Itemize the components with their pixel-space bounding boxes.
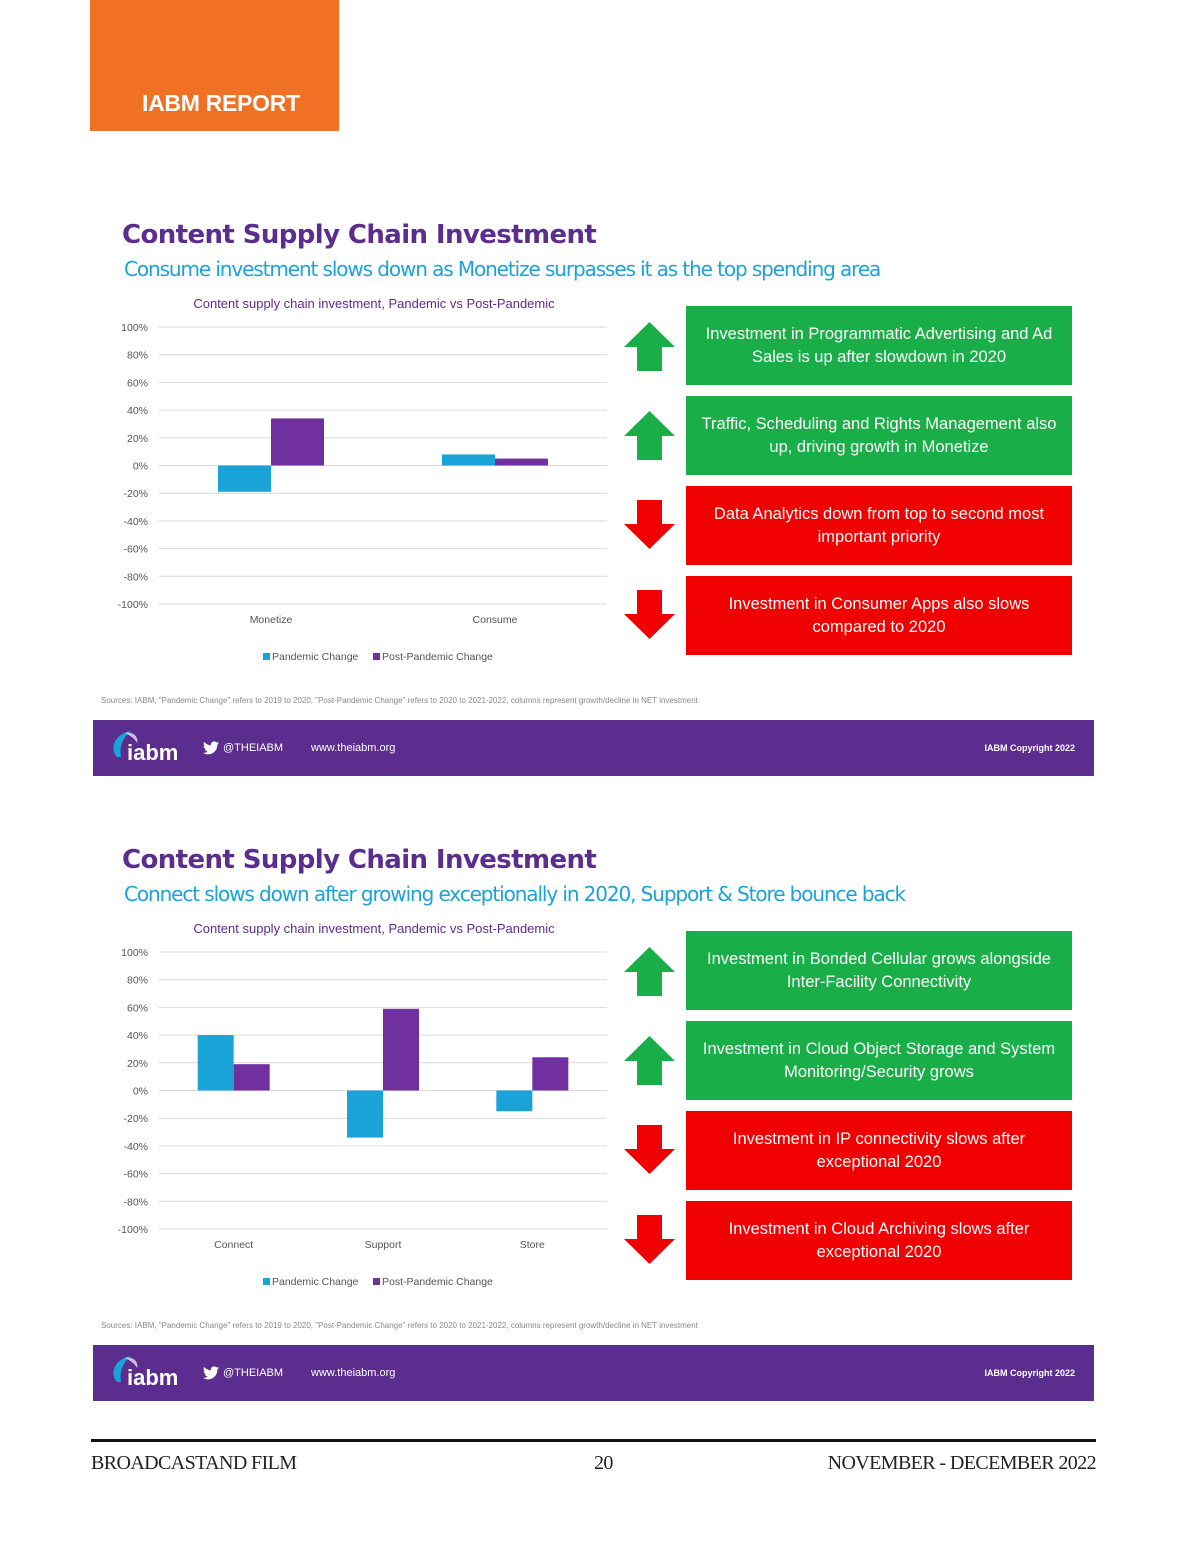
red-down-arrow-icon <box>624 1215 675 1264</box>
bar-pandemic-change <box>496 1090 533 1112</box>
bar-chart: Content supply chain investment, Pandemi… <box>118 921 607 1288</box>
callout-box: Investment in IP connectivity slows afte… <box>686 1111 1072 1190</box>
bar-pandemic-change <box>442 454 495 466</box>
y-tick-label: 0% <box>133 1086 148 1098</box>
iabm-logo: iabm <box>113 731 178 765</box>
green-up-arrow-icon <box>624 322 675 371</box>
report-label: IABM REPORT <box>142 90 300 116</box>
y-tick-label: 80% <box>127 975 148 987</box>
slide-monetize-consume: Content Supply Chain Investment Consume … <box>93 220 1094 777</box>
callout-box: Investment in Cloud Object Storage and S… <box>686 1021 1072 1100</box>
twitter-icon <box>203 1366 219 1380</box>
copyright-text: IABM Copyright 2022 <box>984 1368 1075 1378</box>
website-link[interactable]: www.theiabm.org <box>311 1367 396 1379</box>
iabm-logo: iabm <box>113 1356 178 1390</box>
red-down-arrow-icon <box>624 590 675 639</box>
chart-title: Content supply chain investment, Pandemi… <box>193 296 555 311</box>
x-category-label: Support <box>365 1239 402 1251</box>
bar-pandemic-change <box>197 1035 234 1091</box>
x-category-label: Consume <box>473 614 518 626</box>
y-tick-label: 40% <box>127 1030 148 1042</box>
green-up-arrow-icon <box>624 411 675 460</box>
y-tick-label: 20% <box>127 433 148 445</box>
legend-swatch <box>373 1278 380 1285</box>
callout-box: Investment in Consumer Apps also slows c… <box>686 576 1072 655</box>
chart-title: Content supply chain investment, Pandemi… <box>193 921 555 936</box>
callout-box: Traffic, Scheduling and Rights Managemen… <box>686 396 1072 475</box>
bar-post-pandemic-change <box>271 418 324 466</box>
x-category-label: Store <box>520 1239 545 1251</box>
legend-swatch <box>263 653 270 660</box>
bar-pandemic-change <box>347 1090 383 1138</box>
y-tick-label: -20% <box>123 488 148 500</box>
y-tick-label: 100% <box>121 322 148 334</box>
green-up-arrow-icon <box>624 947 675 996</box>
slide-footer: iabm @THEIABM www.theiabm.org IABM Copyr… <box>93 1345 1094 1401</box>
y-tick-label: -20% <box>123 1113 148 1125</box>
website-link[interactable]: www.theiabm.org <box>311 742 396 754</box>
twitter-handle: @THEIABM <box>223 742 284 754</box>
legend-label: Pandemic Change <box>272 651 359 663</box>
callout-box: Investment in Programmatic Advertising a… <box>686 306 1072 385</box>
twitter-handle: @THEIABM <box>223 1367 284 1379</box>
y-tick-label: 100% <box>121 947 148 959</box>
callout-box: Investment in Cloud Archiving slows afte… <box>686 1201 1072 1280</box>
page-number: 20 <box>594 1452 613 1474</box>
legend-swatch <box>373 653 380 660</box>
legend-swatch <box>263 1278 270 1285</box>
red-down-arrow-icon <box>624 500 675 549</box>
copyright-text: IABM Copyright 2022 <box>984 743 1075 753</box>
bar-post-pandemic-change <box>532 1057 569 1091</box>
red-down-arrow-icon <box>624 1125 675 1174</box>
y-tick-label: 80% <box>127 350 148 362</box>
y-tick-label: -60% <box>123 544 148 556</box>
page-footer-rule <box>91 1439 1096 1442</box>
report-section-tab: IABM REPORT <box>90 0 339 131</box>
callout-box: Data Analytics down from top to second m… <box>686 486 1072 565</box>
y-tick-label: 40% <box>127 405 148 417</box>
sources-note: Sources: IABM, "Pandemic Change" refers … <box>101 696 698 705</box>
legend-label: Post-Pandemic Change <box>382 651 493 663</box>
bar-pandemic-change <box>218 465 271 492</box>
y-tick-label: -100% <box>118 599 148 611</box>
issue-date: NOVEMBER - DECEMBER 2022 <box>827 1452 1097 1474</box>
y-tick-label: -40% <box>123 1141 148 1153</box>
y-tick-label: 60% <box>127 1002 148 1014</box>
slide-title: Content Supply Chain Investment <box>122 845 597 875</box>
y-tick-label: -80% <box>123 571 148 583</box>
green-up-arrow-icon <box>624 1036 675 1085</box>
y-tick-label: 60% <box>127 377 148 389</box>
y-tick-label: 20% <box>127 1058 148 1070</box>
bar-post-pandemic-change <box>383 1008 419 1091</box>
twitter-icon <box>203 741 219 755</box>
svg-text:iabm: iabm <box>127 740 178 765</box>
slide-title: Content Supply Chain Investment <box>122 220 597 250</box>
x-category-label: Monetize <box>250 614 293 626</box>
svg-text:iabm: iabm <box>127 1365 178 1390</box>
x-category-label: Connect <box>214 1239 253 1251</box>
bar-post-pandemic-change <box>495 458 548 466</box>
slide-subtitle: Consume investment slows down as Monetiz… <box>124 257 881 281</box>
publication-name: BROADCASTAND FILM <box>91 1452 297 1474</box>
slide-connect-support-store: Content Supply Chain Investment Connect … <box>93 845 1094 1402</box>
legend-label: Pandemic Change <box>272 1276 359 1288</box>
bar-post-pandemic-change <box>233 1064 270 1091</box>
y-tick-label: -40% <box>123 516 148 528</box>
legend-label: Post-Pandemic Change <box>382 1276 493 1288</box>
y-tick-label: 0% <box>133 461 148 473</box>
bar-chart: Content supply chain investment, Pandemi… <box>118 296 607 663</box>
callout-box: Investment in Bonded Cellular grows alon… <box>686 931 1072 1010</box>
y-tick-label: -100% <box>118 1224 148 1236</box>
slide-footer: iabm @THEIABM www.theiabm.org IABM Copyr… <box>93 720 1094 776</box>
y-tick-label: -80% <box>123 1196 148 1208</box>
slide-subtitle: Connect slows down after growing excepti… <box>124 882 906 906</box>
sources-note: Sources: IABM, "Pandemic Change" refers … <box>101 1321 698 1330</box>
y-tick-label: -60% <box>123 1169 148 1181</box>
